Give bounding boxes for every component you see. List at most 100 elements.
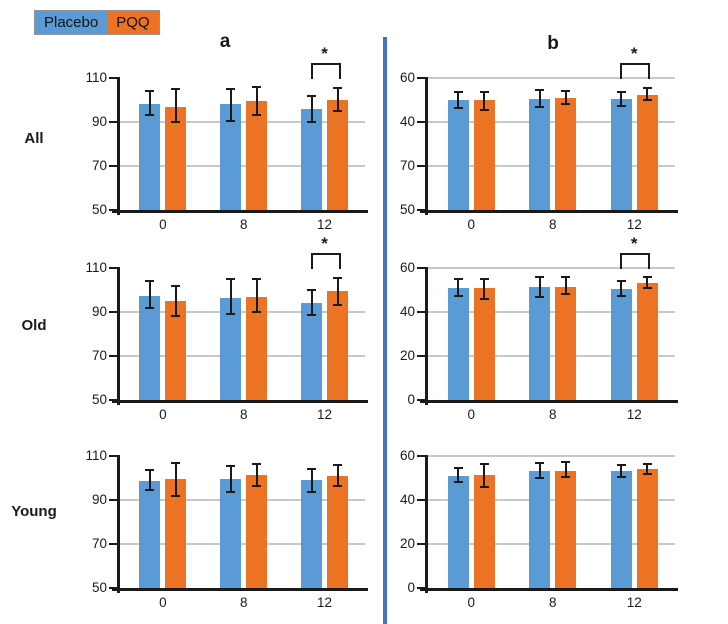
subplot-old-b-x-tick-label: 8 (548, 407, 557, 422)
subplot-all-a-errorbar-cap-top (307, 94, 317, 97)
subplot-all-a-errorbar-cap-bottom (145, 114, 155, 117)
subplot-all-b-errorbar-cap-top (616, 91, 626, 94)
subplot-all-b-y-tick (417, 121, 425, 123)
subplot-young-a-x-tick-label: 12 (317, 595, 333, 610)
subplot-young-b-x-tick-label: 8 (548, 595, 557, 610)
subplot-old-a-errorbar-line (255, 279, 258, 312)
subplot-old-b-y-tick (417, 267, 425, 269)
subplot-young-a-errorbar-line (229, 465, 232, 493)
subplot-all-a-errorbar-cap-top (333, 86, 343, 89)
subplot-old-b-errorbar-cap-bottom (535, 295, 545, 298)
subplot-all-a-errorbar-cap-top (226, 88, 236, 90)
subplot-old-a-y-tick (109, 311, 117, 313)
subplot-old-a-y-tick (109, 355, 117, 357)
subplot-all-a-y-tick-label: 110 (85, 70, 107, 85)
subplot-all-b-x-tick-label: 12 (626, 217, 642, 232)
subplot-old-a-errorbar-cap-top (145, 280, 155, 283)
subplot-all-b-errorbar-line (457, 92, 460, 108)
subplot-young-a-errorbar-cap-bottom (226, 491, 236, 494)
subplot-young-a-errorbar-line (174, 462, 177, 496)
subplot-old-b-errorbar-cap-bottom (453, 294, 463, 297)
row-label-young: Young (11, 503, 57, 520)
legend: Placebo PQQ (34, 10, 160, 35)
subplot-young-b-errorbar-cap-top (479, 462, 489, 465)
subplot-young-a-errorbar-cap-bottom (171, 494, 181, 497)
subplot-young-b-y-tick-label: 40 (399, 492, 415, 507)
subplot-old-a-errorbar-line (336, 277, 339, 306)
subplot-young-a-y-axis (117, 455, 120, 593)
subplot-old-a-errorbar-cap-top (252, 278, 262, 280)
subplot-old-b-errorbar-line (457, 279, 460, 296)
subplot-young-a-errorbar-cap-top (252, 462, 262, 465)
subplot-all-b-significance-bracket (620, 63, 651, 79)
subplot-all-b-y-tick (417, 77, 425, 79)
subplot-all-b-x-tick-label: 8 (548, 217, 557, 232)
subplot-all-b-y-tick-label: 50 (399, 202, 415, 217)
subplot-all-a-errorbar-cap-bottom (252, 114, 262, 117)
subplot-young-a-x-tick-label: 8 (239, 595, 248, 610)
subplot-young-b-errorbar-line (646, 463, 649, 474)
subplot-young-a-errorbar-cap-top (171, 461, 181, 464)
subplot-all-a-x-tick-label: 12 (317, 217, 333, 232)
subplot-young-b-x-tick-label: 12 (626, 595, 642, 610)
subplot-all-b-y-tick-label: 60 (399, 70, 415, 85)
subplot-all-a-errorbar-line (174, 89, 177, 122)
subplot-all-a-errorbar-line (148, 91, 151, 116)
subplot-all-b-errorbar-cap-bottom (561, 103, 571, 106)
subplot-young-b-gridline (428, 455, 675, 457)
subplot-old-a-errorbar-cap-top (307, 289, 317, 291)
subplot-all-a-y-tick (109, 165, 117, 167)
subplot-all-b-errorbar-cap-bottom (642, 99, 652, 101)
subplot-all-b-errorbar-cap-top (479, 91, 489, 94)
subplot-all-b-errorbar-line (564, 91, 567, 105)
panel-label-b: b (547, 33, 559, 54)
subplot-all-b-errorbar-line (483, 92, 486, 110)
subplot-young-a-errorbar-cap-top (226, 464, 236, 467)
subplot-old-b-bar-placebo-week0 (447, 287, 469, 400)
subplot-old-a-y-tick-label: 110 (85, 260, 107, 275)
subplot-old-a-x-axis (112, 400, 368, 403)
subplot-all-b-gridline (428, 121, 675, 123)
subplot-all-a-y-axis (117, 77, 120, 215)
subplot-old-a-bar-placebo-week0 (139, 295, 161, 400)
subplot-all-a-errorbar-line (255, 86, 258, 116)
subplot-all-b-errorbar-cap-top (535, 89, 545, 92)
subplot-young-a-y-tick (109, 455, 117, 457)
subplot-all-b-errorbar-line (620, 92, 623, 106)
subplot-young-b-y-tick-label: 0 (407, 580, 415, 595)
subplot-old-a-errorbar-cap-bottom (307, 314, 317, 317)
subplot-old-b-y-tick-label: 60 (399, 260, 415, 275)
subplot-young-a-errorbar-cap-bottom (333, 484, 343, 487)
subplot-old-a-significance-bracket (310, 253, 341, 269)
subplot-old-b-gridline (428, 267, 675, 269)
subplot-young-b-errorbar-cap-top (642, 462, 652, 465)
subplot-young-a-y-tick (109, 587, 117, 589)
subplot-all-a-x-tick-label: 0 (159, 217, 167, 232)
subplot-young-b-errorbar-cap-top (535, 461, 545, 464)
subplot-old-a-errorbar-line (229, 279, 232, 315)
subplot-young-b-y-tick (417, 587, 425, 589)
subplot-old-a-gridline (120, 311, 365, 313)
subplot-young-a-errorbar-line (148, 470, 151, 491)
subplot-old-b-errorbar-cap-top (479, 278, 489, 280)
subplot-all-b-y-tick (417, 165, 425, 167)
subplot-old-b-gridline (428, 311, 675, 313)
subplot-old-a-bar-placebo-week12 (301, 303, 323, 400)
subplot-old-a-errorbar-cap-bottom (145, 306, 155, 309)
subplot-all-a-errorbar-line (229, 89, 232, 121)
subplot-young-b-y-tick (417, 499, 425, 501)
subplot-young-a-errorbar-cap-top (307, 468, 317, 471)
row-label-old: Old (21, 317, 47, 334)
subplot-old-b-x-axis (420, 400, 678, 403)
subplot-old-a-bar-pqq-week0 (165, 301, 187, 400)
subplot-all-a-y-tick (109, 77, 117, 79)
subplot-old-b-y-tick-label: 20 (399, 348, 415, 363)
subplot-all-a-x-axis (112, 210, 368, 213)
subplot-old-b-errorbar-line (646, 276, 649, 288)
subplot-all-b-significance-star: * (630, 44, 638, 63)
subplot-young-b-x-axis (420, 588, 678, 591)
subplot-young-a-errorbar-line (336, 464, 339, 486)
subplot-young-a-y-tick-label: 110 (85, 448, 107, 463)
subplot-old-a-y-tick-label: 50 (91, 392, 107, 407)
